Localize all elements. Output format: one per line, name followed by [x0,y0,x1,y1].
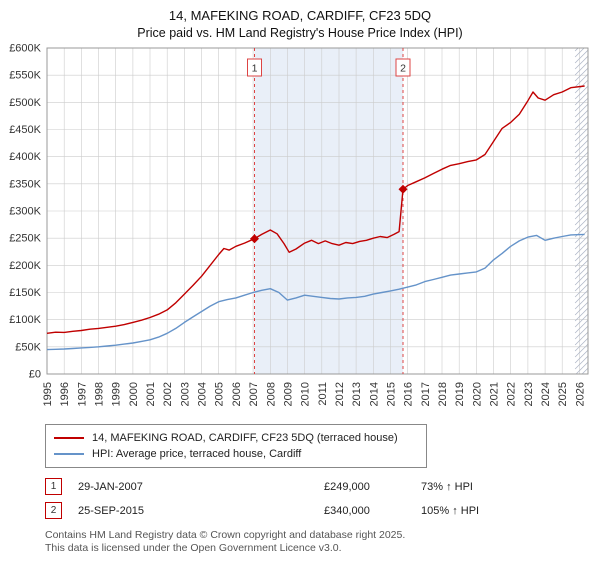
svg-text:2004: 2004 [197,382,209,406]
svg-text:2025: 2025 [557,382,569,406]
sale-2-date: 25-SEP-2015 [78,504,145,517]
legend-label-property: 14, MAFEKING ROAD, CARDIFF, CF23 5DQ (te… [92,432,398,444]
svg-text:£100K: £100K [9,314,41,326]
chart-legend: 14, MAFEKING ROAD, CARDIFF, CF23 5DQ (te… [45,424,427,468]
svg-text:£150K: £150K [9,287,41,299]
page-subtitle: Price paid vs. HM Land Registry's House … [137,26,463,40]
svg-text:2000: 2000 [128,382,140,406]
svg-text:£300K: £300K [9,206,41,218]
svg-text:2010: 2010 [300,382,312,406]
svg-text:1996: 1996 [59,382,71,406]
svg-text:1997: 1997 [76,382,88,406]
svg-text:2007: 2007 [248,382,260,406]
svg-text:£200K: £200K [9,260,41,272]
svg-text:2: 2 [400,63,406,75]
svg-text:£550K: £550K [9,70,41,82]
svg-text:2006: 2006 [231,382,243,406]
svg-text:2008: 2008 [265,382,277,406]
svg-text:£500K: £500K [9,97,41,109]
table-row: 2 25-SEP-2015 £340,000 105% ↑ HPI [45,502,600,519]
svg-text:2019: 2019 [454,382,466,406]
svg-text:2001: 2001 [145,382,157,406]
svg-text:2022: 2022 [506,382,518,406]
svg-text:2012: 2012 [334,382,346,406]
svg-text:2018: 2018 [437,382,449,406]
legend-item-property: 14, MAFEKING ROAD, CARDIFF, CF23 5DQ (te… [54,430,418,446]
svg-text:2002: 2002 [162,382,174,406]
legend-label-hpi: HPI: Average price, terraced house, Card… [92,448,302,460]
svg-text:£400K: £400K [9,151,41,163]
sale-1-hpi-change: 73% ↑ HPI [421,480,473,493]
svg-text:2021: 2021 [489,382,501,406]
svg-text:2011: 2011 [317,382,329,406]
page-title: 14, MAFEKING ROAD, CARDIFF, CF23 5DQ [168,8,432,23]
svg-text:2014: 2014 [368,382,380,406]
svg-text:1995: 1995 [42,382,54,406]
sale-1-marker: 1 [45,478,62,495]
legend-item-hpi: HPI: Average price, terraced house, Card… [54,446,418,462]
svg-text:2016: 2016 [403,382,415,406]
svg-text:1999: 1999 [111,382,123,406]
property-price-report: 14, MAFEKING ROAD, CARDIFF, CF23 5DQ Pri… [0,8,600,555]
svg-text:2015: 2015 [386,382,398,406]
svg-text:£250K: £250K [9,233,41,245]
price-chart: 1995 1996 1997 1998 1999 2000 2001 2002 2003 2004… [9,43,589,406]
red-line-swatch [54,437,84,439]
sale-2-marker: 2 [45,502,62,519]
svg-text:2017: 2017 [420,382,432,406]
svg-text:1998: 1998 [94,382,106,406]
sale-1-price: £249,000 [324,480,370,493]
svg-text:£0: £0 [29,369,41,381]
svg-text:2009: 2009 [282,382,294,406]
sale-2-price: £340,000 [324,504,370,517]
table-row: 1 29-JAN-2007 £249,000 73% ↑ HPI [45,478,600,495]
blue-line-swatch [54,453,84,455]
license-footer: Contains HM Land Registry data © Crown c… [45,529,600,555]
svg-text:2003: 2003 [179,382,191,406]
sale-1-date: 29-JAN-2007 [78,480,143,493]
svg-text:2023: 2023 [523,382,535,406]
svg-text:1: 1 [252,63,258,75]
svg-text:£600K: £600K [9,43,41,55]
footer-line-2: This data is licensed under the Open Gov… [45,542,342,555]
sale-2-hpi-change: 105% ↑ HPI [421,504,480,517]
sales-table: 1 29-JAN-2007 £249,000 73% ↑ HPI 2 25-SE… [45,478,600,519]
svg-text:£50K: £50K [15,341,41,353]
svg-text:2013: 2013 [351,382,363,406]
svg-text:2026: 2026 [574,382,586,406]
svg-text:£350K: £350K [9,178,41,190]
svg-text:2024: 2024 [540,382,552,406]
footer-line-1: Contains HM Land Registry data © Crown c… [45,529,406,541]
svg-text:2005: 2005 [214,382,226,406]
svg-text:£450K: £450K [9,124,41,136]
svg-text:2020: 2020 [471,382,483,406]
